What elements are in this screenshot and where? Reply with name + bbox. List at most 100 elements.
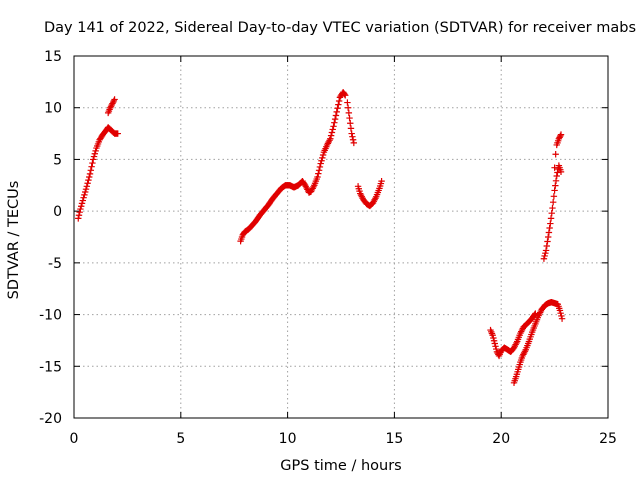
data-point	[85, 176, 92, 184]
data-point	[89, 159, 96, 167]
data-point	[84, 180, 91, 187]
series-arc-5	[354, 177, 385, 210]
data-point	[75, 215, 82, 222]
data-point	[327, 135, 334, 142]
series-arc-9	[551, 131, 565, 171]
data-point	[92, 147, 99, 155]
data-point	[107, 103, 115, 110]
data-point	[547, 215, 555, 222]
data-point	[555, 135, 563, 142]
data-point	[342, 92, 349, 99]
data-point	[82, 185, 90, 193]
data-point	[551, 187, 558, 194]
data-point	[493, 345, 500, 353]
plot-frame	[73, 55, 609, 419]
data-point	[331, 115, 339, 123]
y-tick-label: 5	[53, 152, 62, 168]
data-point	[314, 173, 321, 181]
data-point	[349, 136, 357, 143]
data-point	[332, 112, 340, 119]
data-point	[349, 133, 356, 140]
series-arc-4	[344, 99, 358, 147]
data-point	[542, 250, 549, 257]
series-arc-3	[237, 89, 349, 245]
data-point	[83, 183, 91, 190]
data-point	[81, 191, 88, 199]
x-tick-label: 15	[385, 431, 403, 447]
data-point	[551, 164, 558, 171]
data-point	[319, 151, 327, 159]
data-point	[556, 134, 563, 141]
data-point	[76, 208, 83, 216]
data-point	[341, 91, 348, 98]
data-point	[86, 170, 94, 178]
data-point	[86, 173, 93, 181]
data-point	[108, 101, 115, 109]
data-point	[344, 104, 352, 111]
data-point	[80, 194, 87, 201]
data-point	[75, 212, 83, 219]
data-series	[75, 89, 566, 387]
x-axis-title: GPS time / hours	[280, 458, 401, 474]
data-point	[82, 188, 89, 196]
data-point	[335, 101, 342, 108]
data-point	[547, 220, 554, 227]
y-tick-label: 10	[44, 101, 62, 117]
y-axis-title: SDTVAR / TECUs	[6, 181, 22, 300]
data-point	[346, 114, 353, 122]
data-point	[333, 108, 340, 116]
data-point	[91, 150, 99, 157]
data-point	[347, 120, 354, 127]
data-point	[544, 233, 552, 241]
data-point	[489, 332, 496, 339]
data-point	[540, 255, 548, 262]
data-point	[334, 105, 341, 112]
x-tick-label: 20	[492, 431, 510, 447]
data-point	[78, 200, 86, 207]
grid	[74, 56, 608, 418]
data-point	[557, 168, 565, 176]
data-point	[78, 203, 85, 210]
data-point	[344, 99, 351, 106]
data-point	[90, 153, 98, 160]
data-point	[557, 132, 564, 140]
chart-title: Day 141 of 2022, Sidereal Day-to-day VTE…	[44, 20, 636, 36]
data-point	[109, 98, 117, 106]
series-arc-2	[104, 96, 118, 117]
data-point	[549, 204, 556, 212]
data-point	[552, 182, 559, 189]
data-point	[111, 96, 118, 103]
data-point	[557, 131, 565, 138]
data-point	[319, 154, 326, 162]
data-point	[328, 129, 336, 136]
data-point	[557, 309, 564, 317]
data-point	[490, 334, 497, 342]
data-point	[77, 205, 84, 213]
x-tick-label: 0	[70, 431, 79, 447]
data-point	[490, 337, 498, 344]
data-point	[107, 104, 114, 111]
y-tick-label: -5	[48, 256, 62, 272]
data-point	[90, 156, 97, 163]
data-point	[552, 151, 559, 158]
data-point	[556, 307, 564, 314]
series-arc-8	[540, 162, 565, 262]
series-arc-6	[487, 310, 539, 360]
data-point	[350, 139, 358, 147]
data-point	[544, 238, 551, 245]
data-point	[327, 132, 335, 139]
data-point	[331, 119, 338, 126]
x-axis: 0 5 10 15 20 25	[70, 56, 617, 447]
data-point	[541, 252, 548, 260]
series-arc-1	[75, 124, 121, 222]
data-point	[318, 157, 325, 164]
data-point	[550, 193, 558, 200]
data-point	[329, 126, 336, 133]
data-point	[88, 163, 95, 170]
data-point	[79, 197, 87, 204]
series-arc-7	[510, 298, 566, 387]
data-point	[330, 123, 337, 130]
data-point	[114, 130, 121, 137]
x-tick-label: 10	[279, 431, 297, 447]
data-point	[317, 160, 324, 167]
